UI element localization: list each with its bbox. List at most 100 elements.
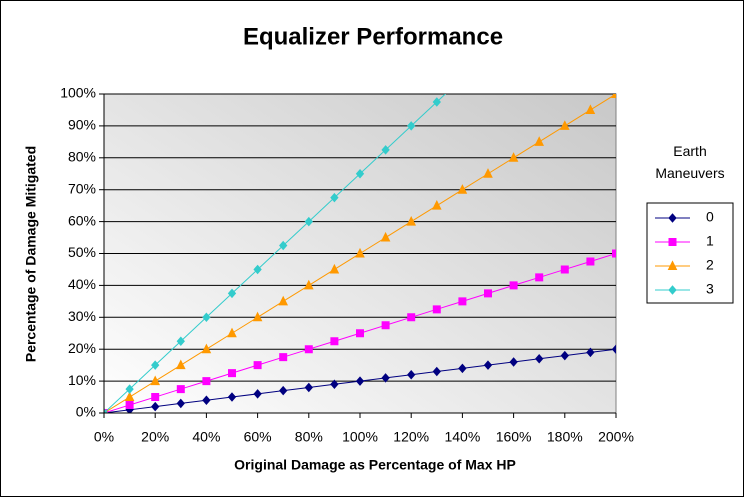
- marker: [560, 350, 569, 361]
- marker: [202, 395, 211, 405]
- marker: [151, 401, 160, 412]
- marker: [458, 363, 467, 374]
- marker: [432, 366, 441, 377]
- marker: [279, 353, 288, 362]
- marker: [484, 289, 492, 298]
- marker: [356, 329, 364, 338]
- marker: [279, 240, 288, 251]
- y-axis-label: Percentage of Damage Mitigated: [23, 146, 39, 362]
- marker: [175, 359, 186, 370]
- marker: [151, 393, 160, 402]
- marker: [560, 265, 569, 274]
- marker: [380, 231, 391, 242]
- y-tick-label: 10%: [68, 372, 96, 388]
- marker: [381, 373, 390, 383]
- x-tick-label: 180%: [547, 429, 583, 445]
- marker: [176, 385, 185, 394]
- marker: [668, 213, 677, 223]
- marker: [381, 145, 390, 155]
- marker: [509, 281, 518, 290]
- y-tick-label: 30%: [68, 308, 96, 324]
- x-tick-label: 0%: [94, 429, 114, 445]
- marker: [151, 360, 160, 370]
- marker: [227, 392, 237, 402]
- marker: [407, 369, 416, 380]
- x-tick-label: 160%: [496, 429, 532, 445]
- marker: [202, 377, 211, 386]
- marker: [407, 313, 416, 322]
- marker: [355, 168, 365, 179]
- marker: [253, 264, 262, 275]
- marker: [406, 215, 417, 226]
- marker: [329, 263, 340, 274]
- marker: [253, 389, 262, 399]
- marker: [176, 398, 185, 409]
- marker: [304, 345, 313, 354]
- marker: [303, 279, 314, 290]
- x-tick-label: 140%: [444, 429, 480, 445]
- marker: [228, 369, 236, 378]
- marker: [508, 152, 519, 162]
- legend-label: 2: [706, 257, 714, 273]
- marker: [381, 321, 390, 330]
- series-group: [104, 94, 616, 413]
- legend-label: 3: [706, 281, 714, 297]
- legend-box: [646, 202, 734, 304]
- marker: [176, 336, 185, 346]
- y-tick-label: 40%: [68, 276, 96, 292]
- marker: [202, 312, 211, 323]
- y-tick-label: 70%: [68, 180, 96, 196]
- legend-label: 1: [706, 233, 714, 249]
- legend-label: 0: [706, 209, 714, 225]
- marker: [104, 408, 109, 413]
- marker: [509, 357, 518, 367]
- y-tick-label: 80%: [68, 149, 96, 165]
- chart-title: Equalizer Performance: [243, 23, 503, 50]
- legend-title: Earth Maneuvers: [655, 143, 725, 181]
- marker: [483, 360, 493, 370]
- marker: [457, 184, 468, 194]
- marker: [458, 297, 467, 306]
- x-tick-label: 100%: [342, 429, 378, 445]
- marker: [432, 97, 441, 107]
- marker: [483, 168, 493, 178]
- marker: [535, 354, 544, 364]
- x-tick-label: 80%: [295, 429, 323, 445]
- marker: [278, 295, 289, 306]
- y-tick-label: 100%: [60, 85, 96, 101]
- marker: [330, 192, 339, 203]
- marker: [330, 379, 339, 390]
- marker: [253, 361, 262, 370]
- x-tick-label: 20%: [141, 429, 169, 445]
- y-tick-label: 20%: [68, 340, 96, 356]
- marker: [559, 120, 570, 130]
- marker: [227, 288, 237, 299]
- marker: [667, 260, 678, 270]
- y-tick-label: 50%: [68, 244, 96, 260]
- marker: [252, 311, 263, 322]
- marker: [612, 249, 616, 258]
- y-tick-label: 90%: [68, 117, 96, 133]
- y-tick-label: 0%: [76, 404, 96, 420]
- marker: [407, 121, 416, 131]
- marker: [124, 391, 135, 402]
- marker: [201, 343, 212, 354]
- marker: [150, 375, 161, 386]
- x-tick-label: 60%: [244, 429, 272, 445]
- marker: [355, 376, 365, 386]
- y-tick-label: 60%: [68, 212, 96, 228]
- marker: [125, 401, 134, 410]
- marker: [432, 305, 441, 314]
- marker: [668, 285, 677, 295]
- marker: [585, 104, 596, 114]
- marker: [125, 384, 134, 394]
- marker: [668, 238, 677, 246]
- x-tick-label: 120%: [393, 429, 429, 445]
- marker: [227, 327, 237, 338]
- x-tick-label: 40%: [192, 429, 220, 445]
- marker: [431, 200, 442, 210]
- marker: [611, 344, 616, 354]
- marker: [304, 216, 313, 227]
- marker: [586, 257, 595, 266]
